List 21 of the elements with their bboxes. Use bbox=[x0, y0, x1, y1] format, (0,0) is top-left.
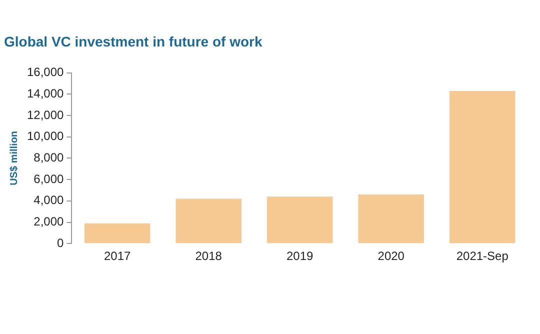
bar bbox=[267, 196, 333, 244]
x-tick-label: 2020 bbox=[378, 249, 405, 264]
bar bbox=[450, 90, 516, 244]
x-tick-label: 2019 bbox=[286, 249, 314, 264]
x-tick-label: 2017 bbox=[104, 249, 132, 264]
y-tick-label: 16,000 bbox=[27, 65, 64, 80]
bar bbox=[176, 198, 242, 244]
y-tick-label: 6,000 bbox=[34, 172, 64, 186]
chart-title: Global VC investment in future of work bbox=[4, 33, 262, 50]
y-tick-label: 0 bbox=[57, 236, 64, 250]
x-tick-label: 2018 bbox=[195, 249, 222, 264]
y-tick-label: 12,000 bbox=[27, 108, 64, 122]
y-tick-label: 8,000 bbox=[34, 150, 64, 165]
y-tick-label: 2,000 bbox=[34, 214, 64, 229]
bar bbox=[84, 223, 150, 244]
y-tick-label: 14,000 bbox=[27, 86, 64, 100]
y-tick-label: 4,000 bbox=[34, 193, 64, 208]
bar bbox=[358, 194, 424, 244]
y-tick-label: 10,000 bbox=[27, 129, 64, 144]
x-tick-label: 2021-Sep bbox=[456, 249, 509, 264]
y-axis-title: US$ million bbox=[8, 130, 20, 186]
